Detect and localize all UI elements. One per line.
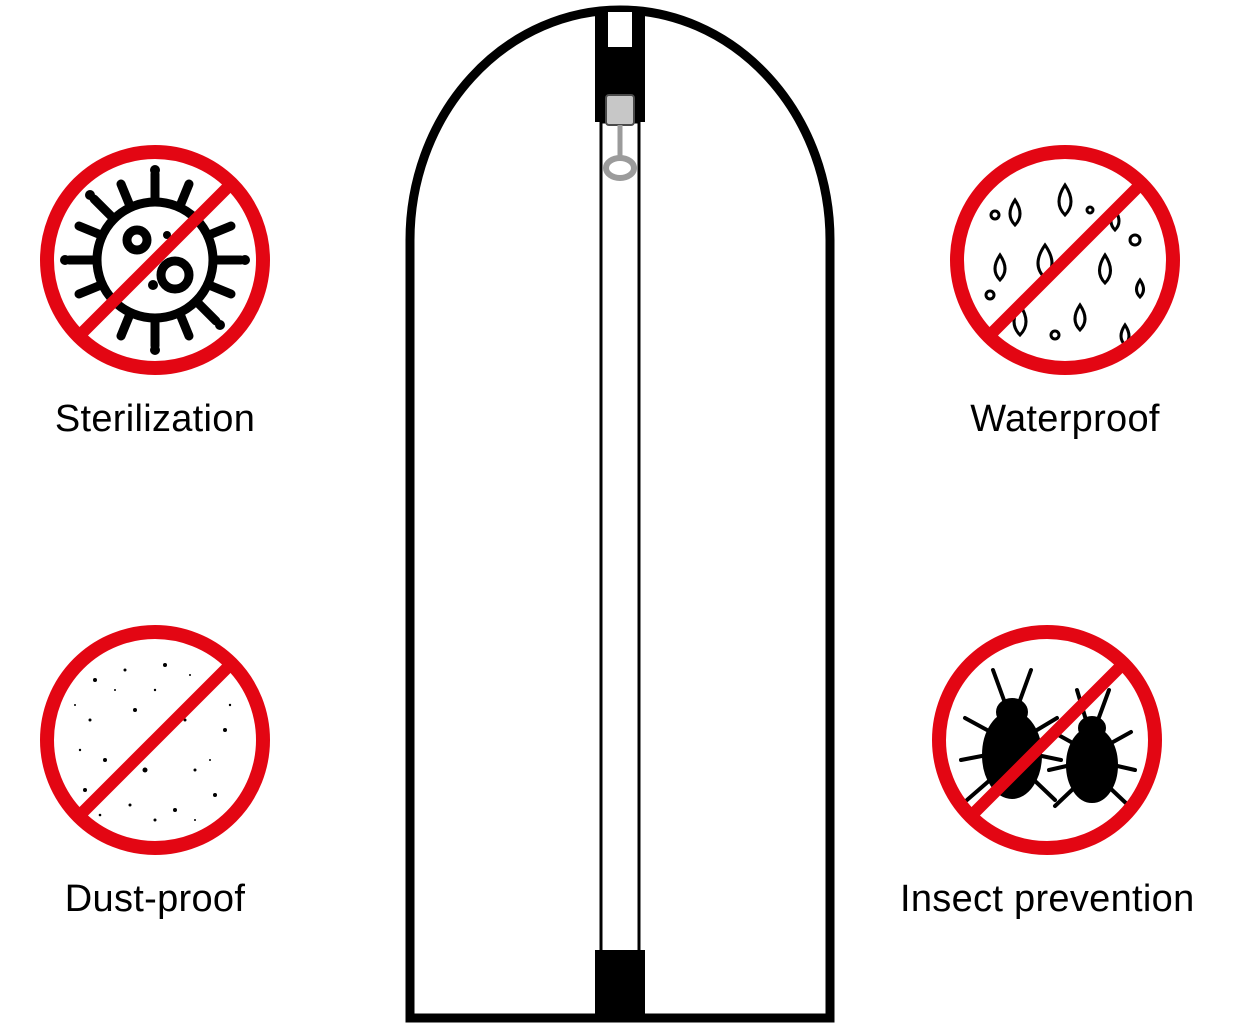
insect-icon <box>927 620 1167 860</box>
feature-label: Insect prevention <box>900 878 1195 921</box>
feature-waterproof: Waterproof <box>945 140 1185 441</box>
infographic-canvas: Sterilization <box>0 0 1239 1024</box>
feature-dustproof: Dust-proof <box>35 620 275 921</box>
sterilization-icon <box>35 140 275 380</box>
feature-insect: Insect prevention <box>900 620 1195 921</box>
feature-label: Waterproof <box>970 398 1160 441</box>
feature-label: Dust-proof <box>65 878 245 921</box>
feature-sterilization: Sterilization <box>35 140 275 441</box>
dustproof-icon <box>35 620 275 860</box>
waterproof-icon <box>945 140 1185 380</box>
garment-bag-illustration <box>400 0 840 1024</box>
feature-label: Sterilization <box>55 398 255 441</box>
